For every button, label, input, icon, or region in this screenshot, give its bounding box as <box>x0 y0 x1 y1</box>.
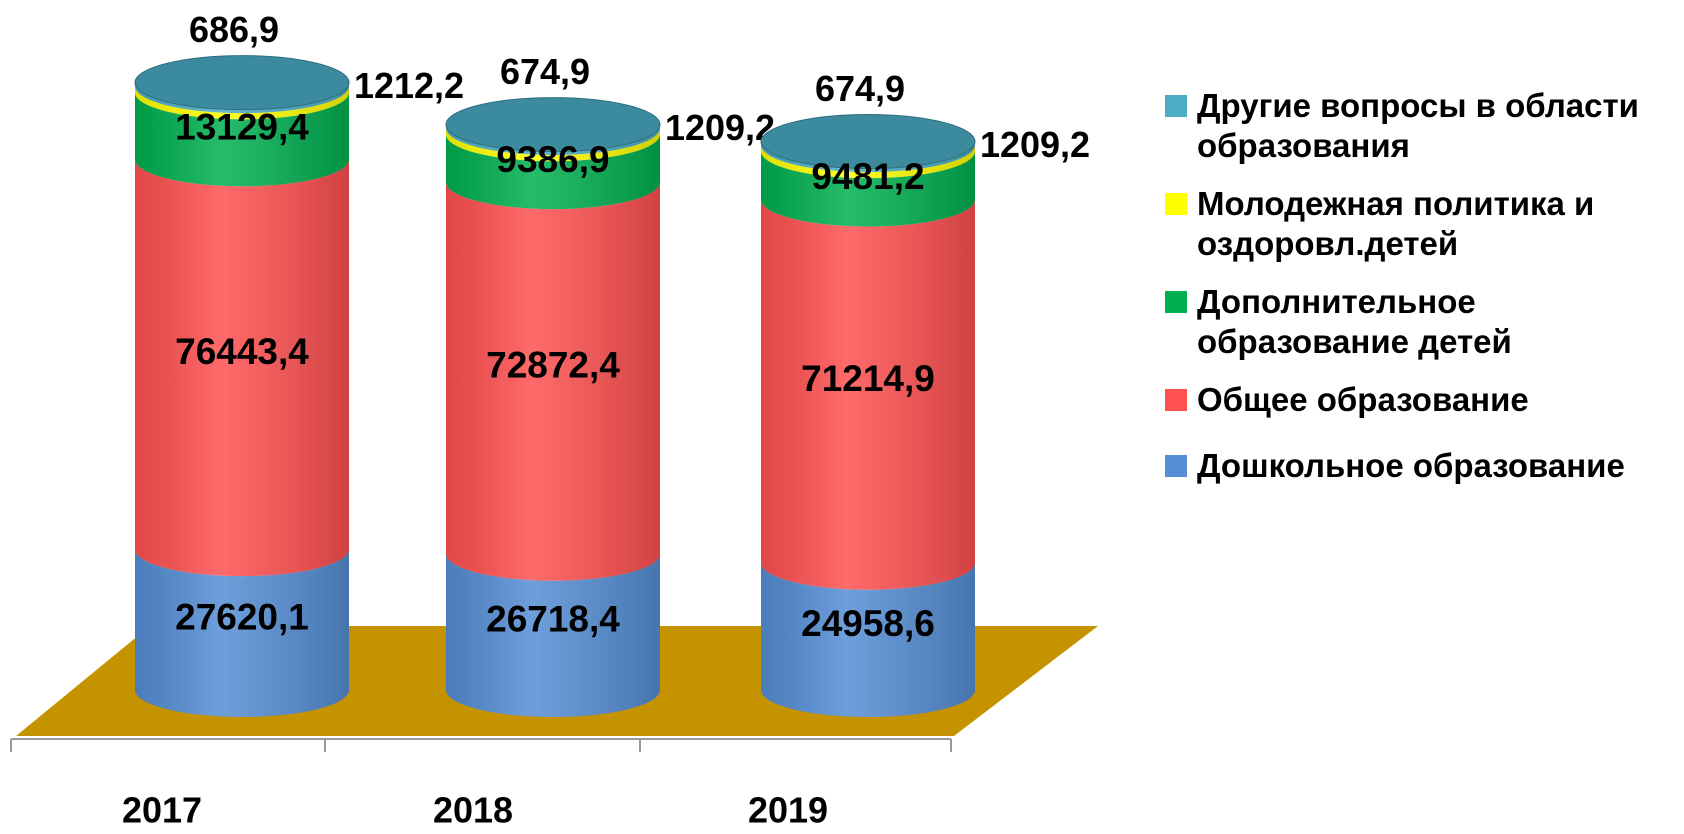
data-label: 1209,2 <box>980 124 1090 165</box>
x-tick-label: 2019 <box>748 790 828 831</box>
legend-label: Другие вопросы в области образования <box>1197 87 1639 164</box>
legend-item: Дошкольное образование <box>1165 446 1675 486</box>
legend-swatch <box>1165 193 1187 215</box>
cylinder-top <box>134 55 350 111</box>
legend-swatch <box>1165 455 1187 477</box>
data-label: 26718,4 <box>486 599 620 640</box>
data-label: 1209,2 <box>665 107 775 148</box>
legend-swatch <box>1165 291 1187 313</box>
data-label: 76443,4 <box>175 331 309 372</box>
legend-item: Другие вопросы в области образования <box>1165 86 1675 166</box>
data-label: 13129,4 <box>175 107 309 148</box>
data-label: 686,9 <box>189 9 279 50</box>
data-label: 24958,6 <box>801 603 935 644</box>
legend-label: Общее образование <box>1197 381 1529 418</box>
x-tick-label: 2018 <box>433 790 513 831</box>
data-label: 9481,2 <box>811 156 924 197</box>
data-label: 1212,2 <box>354 65 464 106</box>
data-label: 27620,1 <box>175 596 309 637</box>
cylinder-shade <box>135 82 349 717</box>
data-label: 9386,9 <box>496 139 609 180</box>
legend: Другие вопросы в области образования Моло… <box>1165 86 1675 504</box>
data-label: 674,9 <box>815 68 905 109</box>
legend-item: Молодежная политика и оздоровл.детей <box>1165 184 1675 264</box>
data-label: 674,9 <box>500 51 590 92</box>
cylinder-shade <box>761 141 975 717</box>
data-label: 71214,9 <box>801 358 935 399</box>
x-tick-label: 2017 <box>122 790 202 831</box>
legend-label: Дополнительное образование детей <box>1197 283 1512 360</box>
cylinder-shade <box>446 124 660 718</box>
cylinder-top <box>445 97 661 153</box>
legend-label: Дошкольное образование <box>1197 447 1625 484</box>
legend-item: Дополнительное образование детей <box>1165 282 1675 362</box>
legend-swatch <box>1165 389 1187 411</box>
cylinder-top <box>760 114 976 170</box>
legend-item: Общее образование <box>1165 380 1675 420</box>
legend-swatch <box>1165 95 1187 117</box>
data-label: 72872,4 <box>486 345 620 386</box>
legend-label: Молодежная политика и оздоровл.детей <box>1197 185 1595 262</box>
